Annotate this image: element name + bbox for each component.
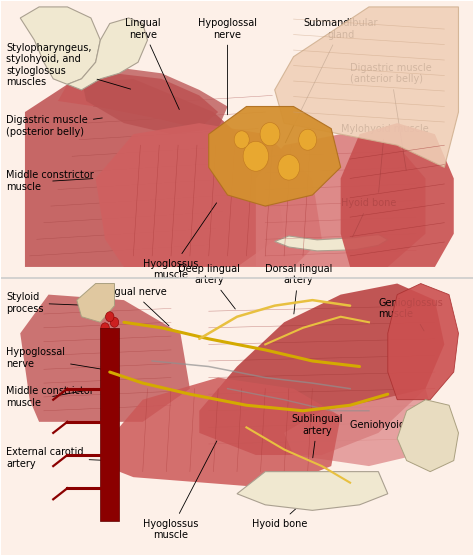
Polygon shape [100,328,119,522]
Text: Hyoid bone: Hyoid bone [252,495,310,529]
Polygon shape [284,389,435,466]
Circle shape [234,131,249,148]
Polygon shape [256,134,426,267]
Text: Middle constrictor
muscle: Middle constrictor muscle [6,386,94,408]
Polygon shape [110,378,341,488]
Circle shape [260,122,280,146]
Circle shape [299,129,317,150]
Polygon shape [25,79,284,267]
Polygon shape [96,123,322,267]
Text: Hyoid bone: Hyoid bone [341,198,396,240]
Polygon shape [1,278,473,555]
Polygon shape [209,107,341,206]
Polygon shape [341,123,454,267]
Text: Geniohyoid muscle: Geniohyoid muscle [350,420,443,430]
Text: Digastric muscle
(anterior belly): Digastric muscle (anterior belly) [350,62,432,170]
Polygon shape [397,400,458,471]
Text: Hyoglossus
muscle: Hyoglossus muscle [143,203,217,280]
Polygon shape [20,7,100,85]
Text: Digastric muscle
(posterior belly): Digastric muscle (posterior belly) [6,115,102,137]
Circle shape [243,141,269,171]
Polygon shape [388,284,458,400]
Text: Hypoglossal
nerve: Hypoglossal nerve [198,18,257,115]
Polygon shape [275,7,458,167]
Polygon shape [1,1,473,278]
Text: Deep lingual
artery: Deep lingual artery [178,264,240,309]
Polygon shape [67,18,147,90]
Text: Dorsal lingual
artery: Dorsal lingual artery [264,264,332,314]
Polygon shape [199,284,444,455]
Text: Genioglossus
muscle: Genioglossus muscle [378,297,443,331]
Polygon shape [20,295,190,422]
Text: External carotid
artery: External carotid artery [6,447,107,469]
Polygon shape [237,471,388,510]
Text: Styloid
process: Styloid process [6,292,93,314]
Circle shape [278,155,300,180]
Text: Stylopharyngeus,
stylohyoid, and
styloglossus
muscles: Stylopharyngeus, stylohyoid, and stylogl… [6,43,131,89]
Text: Hypoglossal
nerve: Hypoglossal nerve [6,348,117,371]
Circle shape [110,317,118,327]
Polygon shape [275,234,388,251]
Text: Sublingual
artery: Sublingual artery [292,414,343,458]
Text: Lingual nerve: Lingual nerve [100,287,169,326]
Circle shape [101,323,109,333]
Circle shape [106,312,114,322]
Polygon shape [77,284,115,322]
Text: Submandibular
gland: Submandibular gland [285,18,378,143]
Text: Lingual
nerve: Lingual nerve [125,18,179,110]
Polygon shape [82,68,228,134]
Text: Hyoglossus
muscle: Hyoglossus muscle [143,441,217,540]
Text: Mylohyoid muscle: Mylohyoid muscle [341,123,428,192]
Text: Middle constrictor
muscle: Middle constrictor muscle [6,170,94,192]
Polygon shape [58,73,218,128]
